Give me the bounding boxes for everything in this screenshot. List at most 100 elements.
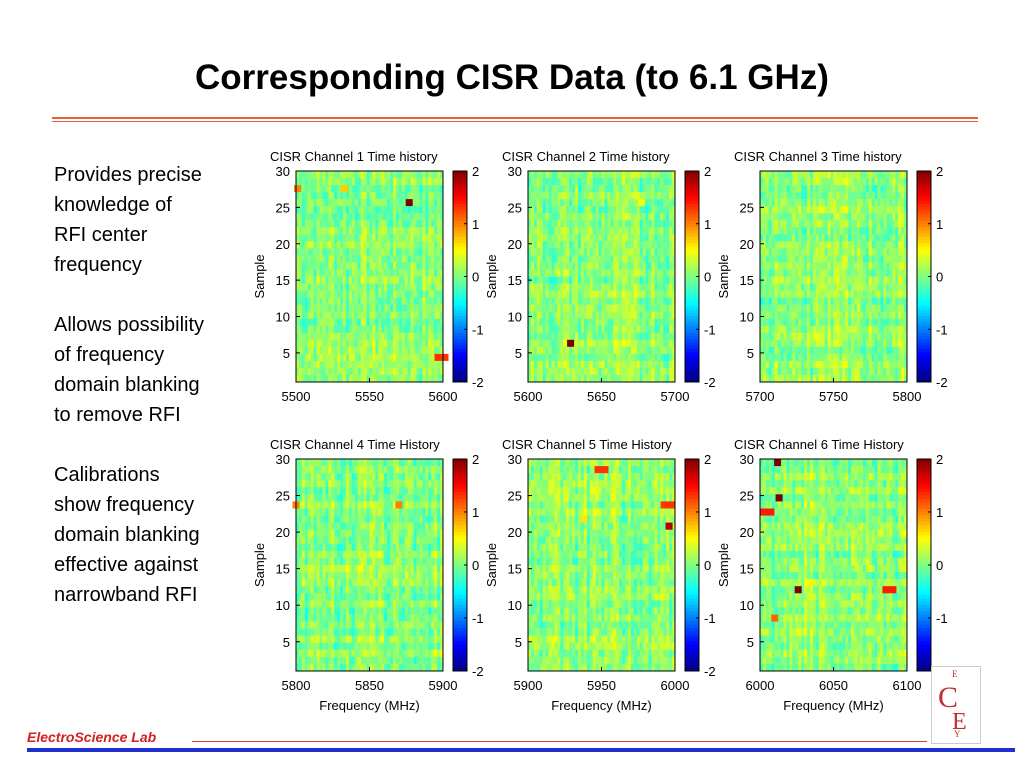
y-tick-label: 20 [508,525,522,540]
colorbar-tick-label: 1 [704,505,711,520]
hot-spot [760,508,775,516]
hot-spot [580,515,588,523]
x-tick-label: 5600 [429,389,458,404]
colorbar-tick-label: 0 [704,558,711,573]
heatmap-panel-4: CISR Channel 4 Time History5101520253058… [252,437,484,713]
colorbar-tick-label: 2 [704,452,711,467]
colorbar-tick-label: -2 [704,664,716,679]
x-tick-label: 5900 [514,678,543,693]
x-tick-label: 5800 [893,389,922,404]
y-tick-label: 30 [740,452,754,467]
footer-lab-name: ElectroScience Lab [27,729,157,745]
x-axis-label: Frequency (MHz) [551,698,651,713]
heatmap-panel-5: CISR Channel 5 Time History5101520253059… [484,437,716,713]
lab-logo: E C E Y [931,666,981,744]
y-tick-label: 10 [740,598,754,613]
heatmap-field [528,459,676,672]
x-tick-label: 6000 [746,678,775,693]
y-tick-label: 30 [276,164,290,179]
x-tick-label: 5550 [355,389,384,404]
title-rule [52,117,978,119]
chart-title: CISR Channel 1 Time history [270,149,438,164]
colorbar: 2 1 0 -1 -2 [916,164,948,390]
y-axis-label: Sample [716,254,731,298]
colorbar-tick-label: -1 [936,611,948,626]
x-tick-label: 5850 [355,678,384,693]
heatmap-panel-1: CISR Channel 1 Time history5101520253055… [252,149,484,404]
heatmap-panel-6: CISR Channel 6 Time History5101520253060… [716,437,948,713]
colorbar: 2 1 0 -1 -2 [684,452,716,679]
x-tick-label: 5900 [429,678,458,693]
colorbar-tick-label: 2 [472,452,479,467]
hot-spot [771,614,779,622]
colorbar-tick-label: -2 [472,664,484,679]
x-tick-label: 5700 [661,389,690,404]
title-rule-thin [52,121,978,122]
y-tick-label: 5 [283,346,290,361]
y-axis-label: Sample [252,543,267,587]
colorbar-tick-label: -1 [704,611,716,626]
colorbar-tick-label: 0 [936,270,943,285]
bullet-item: Allows possibility of frequency domain b… [54,314,205,426]
y-tick-label: 30 [508,452,522,467]
y-tick-label: 20 [508,237,522,252]
y-tick-label: 25 [740,200,754,215]
hot-spot [794,586,802,594]
x-tick-label: 5800 [282,678,311,693]
chart-title: CISR Channel 3 Time history [734,149,902,164]
heatmap-panel-3: CISR Channel 3 Time history5101520255700… [716,149,948,404]
colorbar-tick-label: 1 [472,217,479,232]
colorbar: 2 1 0 -1 -2 [452,164,484,390]
hot-spot [594,466,609,474]
hot-spot [774,459,782,467]
colorbar: 2 1 0 -1 -2 [684,164,716,390]
y-tick-label: 10 [508,310,522,325]
chart-title: CISR Channel 2 Time history [502,149,670,164]
y-tick-label: 15 [508,562,522,577]
hot-spot [567,339,575,347]
hot-spot [294,185,301,193]
footer-rule [192,741,927,742]
heatmap-field [296,171,444,383]
colorbar-tick-label: 1 [936,505,943,520]
y-tick-label: 10 [508,598,522,613]
chart-title: CISR Channel 5 Time History [502,437,672,452]
bullet-list: Provides precise knowledge of RFI center… [54,160,254,640]
x-tick-label: 6000 [661,678,690,693]
y-tick-label: 10 [276,598,290,613]
y-tick-label: 15 [740,562,754,577]
hot-spot [882,586,897,594]
colorbar-tick-label: 1 [936,217,943,232]
x-axis-label: Frequency (MHz) [319,698,419,713]
y-axis-label: Sample [252,254,267,298]
heatmap-field [528,171,676,383]
y-tick-label: 20 [740,525,754,540]
colorbar-tick-label: 0 [704,270,711,285]
colorbar-tick-label: -2 [472,375,484,390]
y-tick-label: 10 [740,310,754,325]
y-tick-label: 15 [740,273,754,288]
colorbar-tick-label: -1 [472,611,484,626]
y-tick-label: 25 [508,200,522,215]
y-axis-label: Sample [716,543,731,587]
chart-title: CISR Channel 4 Time History [270,437,440,452]
x-axis-label: Frequency (MHz) [783,698,883,713]
x-tick-label: 5650 [587,389,616,404]
colorbar-tick-label: -2 [936,375,948,390]
y-tick-label: 15 [276,562,290,577]
y-tick-label: 5 [283,635,290,650]
colorbar-tick-label: -1 [936,322,948,337]
colorbar-tick-label: 0 [936,558,943,573]
colorbar-tick-label: 2 [936,452,943,467]
y-tick-label: 30 [508,164,522,179]
colorbar-tick-label: -1 [472,322,484,337]
y-tick-label: 5 [747,635,754,650]
chart-title: CISR Channel 6 Time History [734,437,904,452]
colorbar-tick-label: 0 [472,270,479,285]
x-tick-label: 5500 [282,389,311,404]
y-tick-label: 25 [508,489,522,504]
hot-spot [665,522,673,530]
y-tick-label: 20 [740,237,754,252]
colorbar-tick-label: 2 [704,164,711,179]
